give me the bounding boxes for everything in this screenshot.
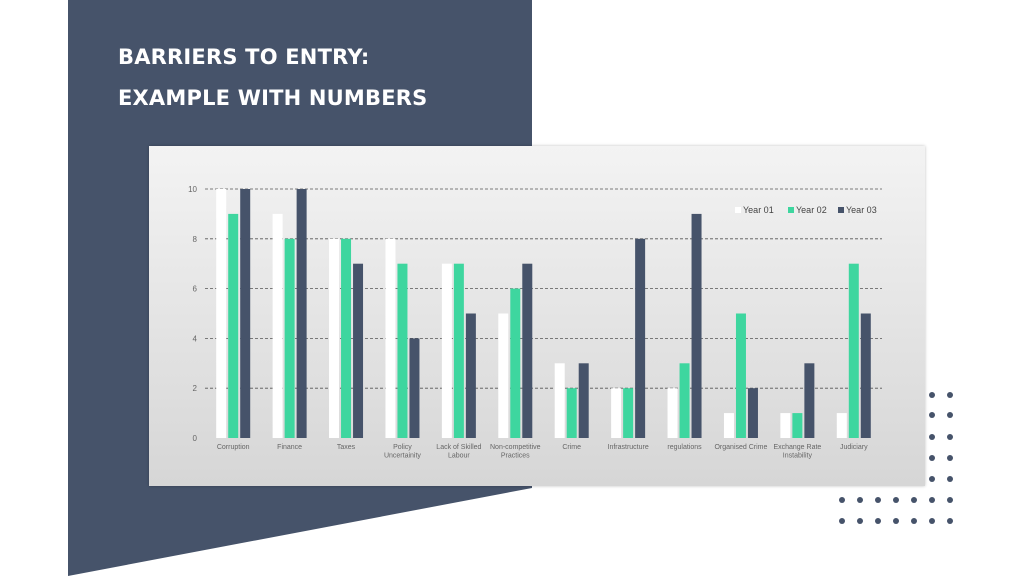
x-category-label: Finance [277,444,302,451]
legend-label: Year 02 [796,205,827,215]
bar-year-02 [397,263,408,438]
bar-year-02 [228,213,239,438]
bar-year-02 [566,388,577,438]
bar-year-02 [510,288,521,438]
bar-year-01 [441,263,452,438]
x-category-label: regulations [667,444,702,451]
bar-year-03 [409,338,420,438]
y-tick-label: 2 [193,384,198,393]
bar-year-03 [465,313,476,438]
legend-label: Year 03 [846,205,877,215]
bar-year-01 [667,388,678,438]
bar-year-03 [522,263,533,438]
bar-year-02 [848,263,859,438]
bar-year-02 [453,263,464,438]
x-category-label: Exchange Rate [773,444,821,451]
bar-year-01 [272,213,283,438]
x-category-label: Labour [448,453,470,460]
bar-year-01 [498,313,509,438]
bar-year-03 [240,189,251,438]
x-category-label: Taxes [337,444,356,451]
bar-year-01 [611,388,622,438]
bar-year-03 [635,238,646,438]
y-tick-label: 8 [193,235,198,244]
x-category-label: Corruption [217,444,250,451]
x-category-label: Practices [501,453,530,460]
bar-year-03 [353,263,364,438]
legend-swatch [838,207,844,213]
bar-year-01 [216,189,227,438]
bar-year-03 [296,189,307,438]
bar-year-02 [284,238,295,438]
bar-year-03 [691,213,702,438]
legend-swatch [788,207,794,213]
bar-year-01 [780,413,791,438]
bar-year-02 [623,388,634,438]
bar-year-01 [836,413,847,438]
legend-swatch [735,207,741,213]
bar-year-02 [341,238,352,438]
bar-year-02 [792,413,803,438]
x-category-label: Instability [783,453,813,460]
bar-year-02 [679,363,690,438]
y-tick-label: 10 [188,185,197,194]
bar-year-01 [329,238,340,438]
y-tick-label: 6 [193,285,198,294]
x-category-label: Lack of Skilled [436,444,481,451]
x-category-label: Non-competitive [490,444,541,451]
x-category-label: Judiciary [840,444,868,451]
bar-year-03 [804,363,815,438]
bar-year-03 [747,388,758,438]
bar-year-02 [735,313,746,438]
bar-chart: 0 2 4 6 8 10 Corruption Finance Taxes Policy Uncer… [188,185,882,460]
bar-year-01 [385,238,396,438]
x-category-label: Policy [393,444,412,451]
bar-year-03 [578,363,589,438]
x-category-label: Infrastructure [608,444,649,451]
bar-year-01 [723,413,734,438]
y-tick-label: 4 [193,334,198,343]
bar-year-01 [554,363,565,438]
bar-year-03 [860,313,871,438]
y-tick-label: 0 [193,434,198,443]
slide-title-line-2: EXAMPLE WITH NUMBERS [118,86,428,110]
x-category-label: Uncertainity [384,453,421,460]
x-category-label: Organised Crime [714,444,767,451]
slide-title-line-1: BARRIERS TO ENTRY: [118,45,370,69]
x-category-label: Crime [562,444,581,451]
chart-panel: 0 2 4 6 8 10 Corruption Finance Taxes Policy Uncer… [149,146,925,486]
legend-label: Year 01 [743,205,774,215]
